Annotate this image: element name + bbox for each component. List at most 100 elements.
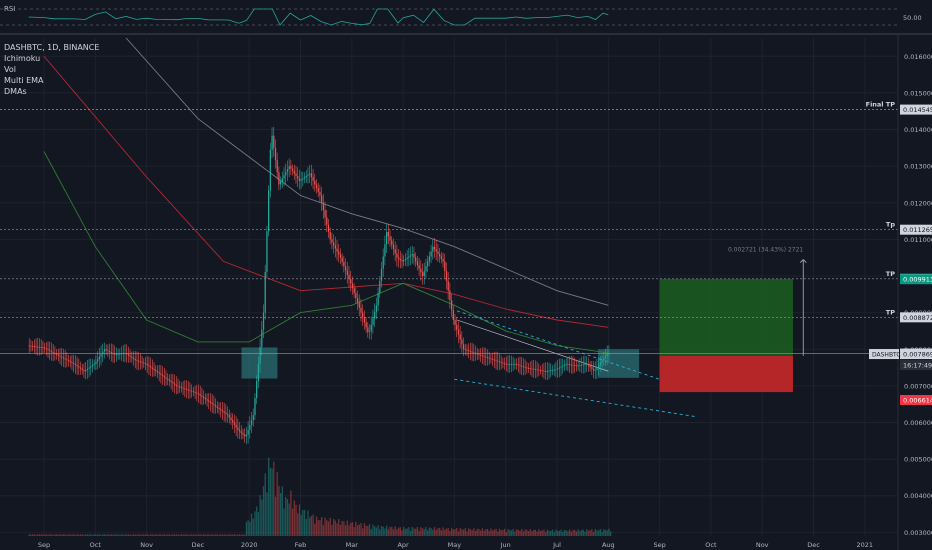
volume-bar: [435, 529, 437, 536]
candle-body: [324, 210, 326, 218]
volume-bar: [529, 529, 531, 536]
volume-bar: [213, 534, 215, 536]
y-tick-label: 0.013000: [904, 163, 932, 171]
volume-bar: [550, 530, 552, 536]
candle-body: [61, 356, 63, 358]
volume-bar: [580, 529, 583, 536]
volume-bar: [117, 534, 119, 536]
candle-body: [252, 415, 254, 421]
x-tick-label: Sep: [653, 541, 665, 549]
volume-bar: [108, 534, 111, 536]
candle-body: [377, 293, 379, 306]
legend-indicator[interactable]: Multi EMA: [4, 76, 44, 85]
candle-body: [575, 365, 578, 367]
candle-body: [599, 362, 602, 366]
volume-bar: [216, 534, 219, 536]
candle-body: [411, 254, 413, 256]
time-axis[interactable]: Sep Oct Nov Dec 2020 Feb Mar Apr May Jun Jul Aug Sep…: [38, 541, 873, 549]
candle-body: [562, 365, 564, 367]
legend-indicator[interactable]: DMAs: [4, 87, 27, 96]
candle-body: [437, 251, 439, 255]
volume-bar: [497, 531, 499, 536]
candle-body: [527, 367, 530, 369]
legend: DASHBTC, 1D, BINANCE Ichimoku Vol Multi …: [4, 42, 99, 97]
candle-body: [427, 261, 429, 267]
candle-body: [288, 166, 290, 170]
x-tick-label: Aug: [602, 541, 615, 549]
volume-bar: [315, 516, 318, 536]
volume-bar: [307, 510, 309, 536]
x-tick-label: Jul: [552, 541, 561, 549]
y-tick-label: 0.006000: [904, 419, 932, 427]
volume-bar: [250, 513, 253, 536]
measure-label: 0.002721 (34.43%) 2721: [728, 247, 803, 254]
volume-bar: [421, 528, 424, 536]
candle-body: [606, 354, 608, 357]
volume-bar: [182, 534, 184, 536]
volume-bar: [452, 529, 454, 536]
volume-bar: [341, 520, 343, 536]
volume-bar: [545, 532, 547, 536]
candle-body: [367, 327, 369, 333]
candle-body: [462, 344, 465, 350]
candle-body: [457, 329, 460, 335]
candle-body: [550, 370, 552, 372]
volume-bar: [468, 528, 470, 536]
candle-body: [483, 355, 485, 357]
volume-bar: [285, 496, 287, 536]
x-tick-label: Nov: [140, 541, 153, 549]
volume-bar: [454, 529, 456, 536]
volume-bar: [324, 517, 326, 536]
volume-bar: [105, 534, 107, 536]
candle-body: [76, 365, 78, 367]
candle-body: [439, 254, 441, 257]
volume-bar: [503, 528, 506, 536]
candle-body: [35, 346, 37, 348]
candle-body: [404, 258, 407, 261]
volume-bar: [401, 530, 403, 536]
candle-body: [358, 302, 360, 308]
candle-body: [300, 179, 302, 181]
volume-bar: [397, 527, 400, 536]
volume-bar: [500, 530, 502, 536]
volume-bar: [98, 534, 101, 536]
volume-bar: [257, 512, 260, 536]
volume-bar: [574, 529, 576, 536]
candle-body: [492, 359, 494, 360]
volume-bar: [377, 525, 379, 536]
volume-bar: [184, 534, 186, 536]
volume-bar: [264, 473, 266, 536]
candle-body: [454, 319, 456, 325]
volume-bar: [47, 534, 49, 536]
countdown-tag: [900, 360, 932, 371]
candle-body: [257, 363, 260, 381]
candle-body: [173, 383, 176, 385]
volume-bar: [66, 534, 68, 536]
candle-body: [420, 268, 422, 273]
candle-body: [44, 347, 46, 349]
volume-bar: [62, 534, 65, 536]
candle-body: [413, 254, 415, 258]
legend-indicator[interactable]: Ichimoku: [4, 54, 41, 63]
legend-symbol[interactable]: DASHBTC, 1D, BINANCE: [4, 43, 100, 52]
volume-bar: [577, 529, 579, 536]
price-label-tag: [900, 274, 932, 285]
volume-bar: [235, 534, 237, 536]
volume-bar: [199, 534, 201, 536]
candle-body: [206, 399, 208, 401]
candle-body: [50, 351, 53, 352]
legend-indicator[interactable]: Vol: [4, 65, 16, 74]
candle-body: [218, 407, 220, 410]
volume-bar: [515, 529, 518, 536]
volume-bar: [61, 534, 63, 536]
candle-body: [85, 370, 87, 372]
rsi-line: [28, 8, 609, 26]
volume-bar: [50, 534, 53, 536]
candle-body: [594, 370, 596, 371]
candle-body: [62, 357, 65, 359]
volume-bar: [427, 530, 429, 536]
volume-bar: [69, 534, 71, 536]
candle-body: [327, 224, 330, 233]
candle-body: [153, 368, 155, 370]
